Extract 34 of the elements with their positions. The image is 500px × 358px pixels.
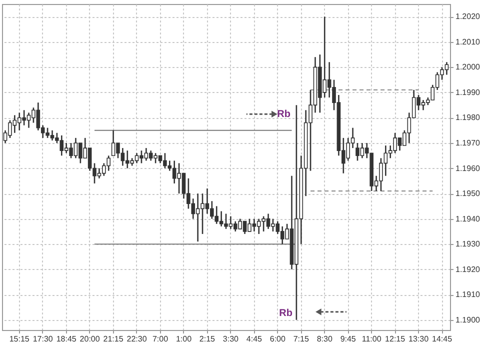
x-tick-label: 7:15: [293, 334, 310, 344]
x-tick-label: 15:15: [9, 334, 30, 344]
x-tick-label: 8:30: [316, 334, 333, 344]
x-tick-label: 12:15: [385, 334, 406, 344]
x-tick-label: 13:30: [408, 334, 430, 344]
x-tick-label: 11:00: [362, 334, 382, 344]
y-tick-label: 1.2010: [456, 37, 481, 46]
annotation: Rb: [279, 308, 292, 319]
x-tick-label: 4:45: [246, 334, 263, 344]
x-tick-label: 14:45: [432, 334, 453, 344]
x-tick-label: 7:00: [152, 334, 169, 344]
y-tick-label: 1.1900: [456, 315, 481, 324]
x-tick-label: 21:15: [103, 334, 124, 344]
y-tick-label: 1.2000: [456, 62, 481, 72]
x-tick-label: 6:00: [270, 334, 286, 344]
x-tick-label: 3:30: [222, 334, 240, 344]
y-tick-label: 1.1990: [456, 88, 481, 97]
x-tick-label: 1:00: [176, 334, 192, 344]
y-tick-label: 1.1920: [456, 264, 481, 274]
x-tick-label: 20:00: [80, 334, 100, 344]
x-tick-label: 2:15: [199, 334, 216, 344]
x-tick-label: 17:30: [32, 334, 54, 344]
annotation: Rb: [277, 109, 290, 120]
y-tick-label: 1.1940: [456, 214, 481, 224]
y-tick-label: 1.1910: [456, 290, 481, 300]
y-tick-label: 1.1980: [456, 113, 481, 122]
x-tick-label: 18:45: [56, 334, 77, 344]
y-tick-label: 1.1960: [456, 164, 481, 173]
x-tick-label: 22:30: [126, 334, 148, 344]
y-tick-label: 1.1950: [456, 189, 481, 198]
y-tick-label: 1.2020: [456, 12, 481, 22]
y-tick-label: 1.1930: [456, 240, 481, 249]
y-tick-label: 1.1970: [456, 138, 481, 148]
x-tick-label: 9:45: [340, 334, 356, 344]
